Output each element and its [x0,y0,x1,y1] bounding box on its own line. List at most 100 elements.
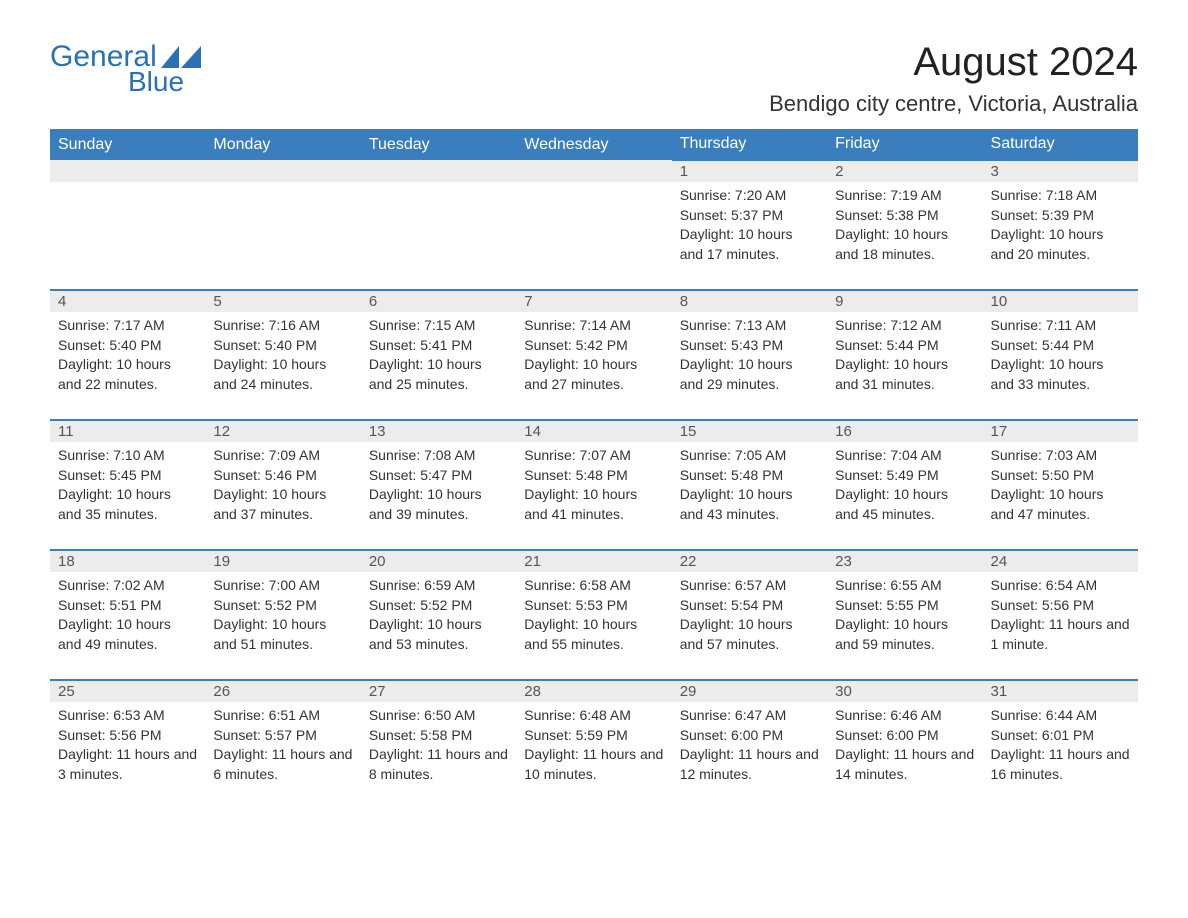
day-number: 5 [205,291,360,312]
calendar-day-cell: 16Sunrise: 7:04 AMSunset: 5:49 PMDayligh… [827,420,982,550]
sunrise-text: Sunrise: 7:04 AM [835,446,974,466]
day-info: Sunrise: 7:04 AMSunset: 5:49 PMDaylight:… [827,442,982,532]
header: General Blue August 2024 Bendigo city ce… [50,40,1138,117]
calendar-day-cell: 15Sunrise: 7:05 AMSunset: 5:48 PMDayligh… [672,420,827,550]
col-sunday: Sunday [50,129,205,160]
day-info: Sunrise: 7:15 AMSunset: 5:41 PMDaylight:… [361,312,516,402]
day-number: 27 [361,681,516,702]
day-info: Sunrise: 7:12 AMSunset: 5:44 PMDaylight:… [827,312,982,402]
day-info: Sunrise: 6:51 AMSunset: 5:57 PMDaylight:… [205,702,360,792]
day-number: 3 [983,161,1138,182]
calendar-day-cell: 5Sunrise: 7:16 AMSunset: 5:40 PMDaylight… [205,290,360,420]
calendar-day-cell: 20Sunrise: 6:59 AMSunset: 5:52 PMDayligh… [361,550,516,680]
daylight-text: Daylight: 11 hours and 14 minutes. [835,745,974,784]
daylight-text: Daylight: 10 hours and 17 minutes. [680,225,819,264]
calendar-day-cell: 21Sunrise: 6:58 AMSunset: 5:53 PMDayligh… [516,550,671,680]
calendar-day-cell: 8Sunrise: 7:13 AMSunset: 5:43 PMDaylight… [672,290,827,420]
col-thursday: Thursday [672,129,827,160]
sunrise-text: Sunrise: 7:08 AM [369,446,508,466]
sunset-text: Sunset: 5:53 PM [524,596,663,616]
day-number: 30 [827,681,982,702]
daylight-text: Daylight: 10 hours and 20 minutes. [991,225,1130,264]
sunrise-text: Sunrise: 6:46 AM [835,706,974,726]
daylight-text: Daylight: 11 hours and 3 minutes. [58,745,197,784]
sunrise-text: Sunrise: 7:16 AM [213,316,352,336]
sunset-text: Sunset: 5:39 PM [991,206,1130,226]
daylight-text: Daylight: 10 hours and 25 minutes. [369,355,508,394]
day-info: Sunrise: 7:02 AMSunset: 5:51 PMDaylight:… [50,572,205,662]
daylight-text: Daylight: 10 hours and 59 minutes. [835,615,974,654]
day-info: Sunrise: 7:19 AMSunset: 5:38 PMDaylight:… [827,182,982,272]
sunset-text: Sunset: 5:50 PM [991,466,1130,486]
calendar-day-cell [516,160,671,290]
sunset-text: Sunset: 6:01 PM [991,726,1130,746]
col-saturday: Saturday [983,129,1138,160]
day-number: 7 [516,291,671,312]
sunset-text: Sunset: 5:47 PM [369,466,508,486]
calendar-day-cell [50,160,205,290]
sunset-text: Sunset: 5:48 PM [524,466,663,486]
day-info: Sunrise: 6:44 AMSunset: 6:01 PMDaylight:… [983,702,1138,792]
sunrise-text: Sunrise: 7:18 AM [991,186,1130,206]
day-info: Sunrise: 6:50 AMSunset: 5:58 PMDaylight:… [361,702,516,792]
calendar-day-cell: 18Sunrise: 7:02 AMSunset: 5:51 PMDayligh… [50,550,205,680]
daylight-text: Daylight: 10 hours and 22 minutes. [58,355,197,394]
daylight-text: Daylight: 10 hours and 47 minutes. [991,485,1130,524]
daylight-text: Daylight: 10 hours and 53 minutes. [369,615,508,654]
sunrise-text: Sunrise: 7:15 AM [369,316,508,336]
day-number: 19 [205,551,360,572]
day-number: 12 [205,421,360,442]
sunset-text: Sunset: 5:40 PM [58,336,197,356]
sunset-text: Sunset: 5:48 PM [680,466,819,486]
day-number: 16 [827,421,982,442]
sunrise-text: Sunrise: 7:05 AM [680,446,819,466]
calendar-day-cell: 12Sunrise: 7:09 AMSunset: 5:46 PMDayligh… [205,420,360,550]
day-number: 21 [516,551,671,572]
daylight-text: Daylight: 11 hours and 1 minute. [991,615,1130,654]
calendar-day-cell [205,160,360,290]
calendar-day-cell: 2Sunrise: 7:19 AMSunset: 5:38 PMDaylight… [827,160,982,290]
sunrise-text: Sunrise: 7:10 AM [58,446,197,466]
sunset-text: Sunset: 5:46 PM [213,466,352,486]
daylight-text: Daylight: 10 hours and 35 minutes. [58,485,197,524]
calendar-day-cell: 30Sunrise: 6:46 AMSunset: 6:00 PMDayligh… [827,680,982,810]
day-info: Sunrise: 6:59 AMSunset: 5:52 PMDaylight:… [361,572,516,662]
day-number: 10 [983,291,1138,312]
sunrise-text: Sunrise: 6:58 AM [524,576,663,596]
day-number: 20 [361,551,516,572]
calendar-day-cell: 27Sunrise: 6:50 AMSunset: 5:58 PMDayligh… [361,680,516,810]
daylight-text: Daylight: 10 hours and 24 minutes. [213,355,352,394]
sunset-text: Sunset: 5:58 PM [369,726,508,746]
calendar-day-cell: 25Sunrise: 6:53 AMSunset: 5:56 PMDayligh… [50,680,205,810]
calendar-day-cell: 31Sunrise: 6:44 AMSunset: 6:01 PMDayligh… [983,680,1138,810]
day-number: 25 [50,681,205,702]
daylight-text: Daylight: 11 hours and 16 minutes. [991,745,1130,784]
daylight-text: Daylight: 10 hours and 18 minutes. [835,225,974,264]
sunset-text: Sunset: 5:52 PM [213,596,352,616]
logo: General Blue [50,40,201,98]
calendar-day-cell: 11Sunrise: 7:10 AMSunset: 5:45 PMDayligh… [50,420,205,550]
weekday-header-row: Sunday Monday Tuesday Wednesday Thursday… [50,129,1138,160]
day-number: 8 [672,291,827,312]
daylight-text: Daylight: 10 hours and 57 minutes. [680,615,819,654]
day-info: Sunrise: 6:53 AMSunset: 5:56 PMDaylight:… [50,702,205,792]
calendar-week-row: 4Sunrise: 7:17 AMSunset: 5:40 PMDaylight… [50,290,1138,420]
sunrise-text: Sunrise: 6:55 AM [835,576,974,596]
day-number: 26 [205,681,360,702]
daylight-text: Daylight: 10 hours and 45 minutes. [835,485,974,524]
day-number: 28 [516,681,671,702]
daylight-text: Daylight: 10 hours and 29 minutes. [680,355,819,394]
calendar-day-cell: 19Sunrise: 7:00 AMSunset: 5:52 PMDayligh… [205,550,360,680]
col-monday: Monday [205,129,360,160]
daylight-text: Daylight: 10 hours and 43 minutes. [680,485,819,524]
day-info: Sunrise: 7:11 AMSunset: 5:44 PMDaylight:… [983,312,1138,402]
day-number: 9 [827,291,982,312]
sunrise-text: Sunrise: 7:14 AM [524,316,663,336]
sunset-text: Sunset: 5:42 PM [524,336,663,356]
day-number: 29 [672,681,827,702]
daylight-text: Daylight: 10 hours and 33 minutes. [991,355,1130,394]
sunset-text: Sunset: 5:57 PM [213,726,352,746]
sunset-text: Sunset: 5:43 PM [680,336,819,356]
day-info: Sunrise: 7:08 AMSunset: 5:47 PMDaylight:… [361,442,516,532]
calendar-day-cell: 6Sunrise: 7:15 AMSunset: 5:41 PMDaylight… [361,290,516,420]
